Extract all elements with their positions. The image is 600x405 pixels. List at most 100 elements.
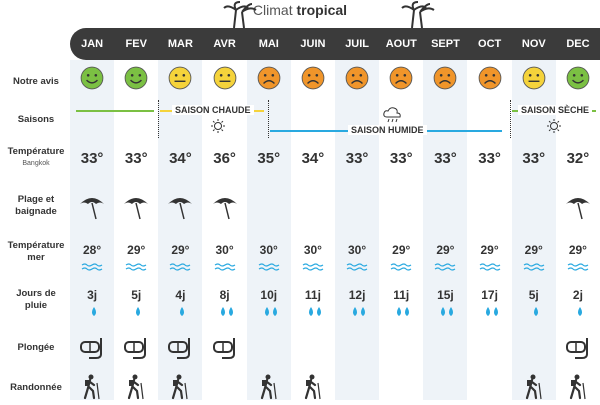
raindrop-icon [379,304,423,322]
wave-icon [214,263,235,271]
temperature-value: 34° [301,150,325,167]
rating-face-icon [468,66,512,95]
beach-umbrella-icon [114,192,158,225]
rating-face-icon [114,66,158,95]
rating-face-icon [158,66,202,95]
rain-days-value: 11j [393,288,410,302]
wave-icon [70,258,114,276]
raindrop-icon [264,307,277,316]
hiker-icon [260,374,277,400]
beach-umbrella-icon [70,192,114,225]
hiker-icon [556,374,600,405]
row-label-temp-mer: Température mer [7,240,65,263]
beach-umbrella-icon [124,198,149,220]
smiley-orange-icon [301,66,325,90]
row-label-notre-avis: Notre avis [13,76,59,87]
season-divider [158,100,159,138]
sea-temperature-value: 29° [436,243,455,257]
wave-icon [512,258,556,276]
temperature-value: 33° [478,150,501,167]
smiley-orange-icon [478,66,501,90]
raindrop-icon [485,307,498,316]
wave-icon [379,258,423,276]
rating-face-icon [247,66,291,95]
diving-mask-icon [168,338,191,359]
wave-icon [158,258,202,276]
row-label-saisons: Saisons [17,114,55,125]
hiker-icon [114,374,158,405]
rating-face-icon [512,66,556,95]
row-label-plage: Plage et baignade [15,194,57,217]
column-background [335,60,380,400]
beach-umbrella-icon [203,192,247,225]
wave-icon [567,263,589,271]
wave-icon [479,263,500,271]
wave-icon [335,258,379,276]
hiker-icon [70,374,114,405]
palm-tree-icon [223,1,257,28]
hiker-icon [128,374,144,400]
column-background [423,60,468,400]
raindrop-icon [92,307,97,316]
smiley-green-icon [80,66,104,90]
month-aout: AOUT [385,38,417,50]
raindrop-icon [158,304,202,322]
rating-face-icon [70,66,114,95]
raindrop-icon [468,304,512,322]
beach-umbrella-icon [80,198,105,220]
season-divider [510,100,511,138]
raindrop-icon [512,304,556,322]
wave-icon [170,263,191,271]
month-mai: MAI [258,38,279,50]
diving-mask-icon [70,336,114,365]
season-divider [268,100,269,138]
wave-icon [346,263,368,271]
rain-days-value: 2j [572,288,583,302]
hiker-icon [172,374,189,400]
temperature-value: 33° [345,150,369,167]
rain-days-value: 3j [87,288,98,302]
wave-icon [247,258,291,276]
row-label-plongee: Plongée [17,342,55,353]
sea-temperature-value: 29° [127,243,146,257]
temperature-value: 32° [566,150,590,167]
rain-days-value: 5j [528,288,539,302]
rating-face-icon [423,66,467,95]
smiley-orange-icon [345,66,369,90]
sea-temperature-value: 29° [568,243,587,257]
temperature-value: 33° [434,150,457,167]
rain-days-value: 12j [348,288,366,302]
row-label-pluie: Jours de pluie [16,288,56,311]
temperature-value: 33° [80,150,104,167]
raindrop-icon [423,304,467,322]
column-background [158,60,203,400]
wave-icon [258,263,280,271]
rain-cloud-icon [383,107,401,123]
wave-icon [523,263,545,271]
raindrop-icon [556,304,600,322]
rain-days-value: 17j [481,288,498,302]
wave-icon [291,258,335,276]
raindrop-icon [203,304,247,322]
diving-mask-icon [124,338,147,359]
hiker-icon [569,374,586,400]
month-juil: JUIL [345,38,370,50]
beach-umbrella-icon [158,192,202,225]
grid-background [70,60,600,400]
season-hot-label: SAISON CHAUDE [172,105,254,115]
diving-mask-icon [212,338,235,359]
season-dry-arrow [76,110,154,112]
rating-face-icon [335,66,379,95]
month-oct: OCT [478,38,502,50]
wave-icon [423,258,467,276]
raindrop-icon [441,307,454,316]
row-label-randonnee: Randonnée [10,382,62,393]
raindrop-icon [220,307,233,316]
rating-face-icon [556,66,600,95]
smiley-orange-icon [389,66,413,90]
palm-tree-icon [401,1,435,28]
smiley-yellow-icon [169,66,192,90]
hiker-icon [291,374,335,405]
rating-face-icon [379,66,423,95]
beach-umbrella-icon [212,198,237,220]
